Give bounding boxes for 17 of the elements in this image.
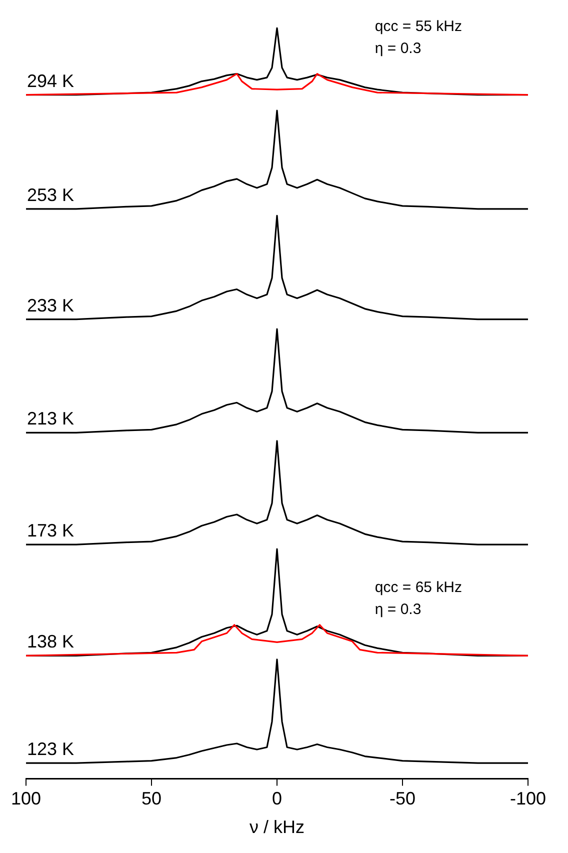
x-tick-label: 0	[272, 788, 282, 809]
x-tick-label: -50	[389, 788, 416, 809]
series-label: 233 K	[27, 295, 74, 316]
annotation: qcc = 65 kHz	[374, 578, 462, 596]
x-tick-label: 100	[10, 788, 42, 809]
series-label: 253 K	[27, 184, 74, 205]
series-label: 173 K	[27, 520, 74, 541]
x-tick-label: -100	[510, 788, 546, 809]
series-label: 138 K	[27, 632, 74, 652]
series-label: 123 K	[27, 739, 74, 759]
annotation: η = 0.3	[374, 40, 422, 57]
series-label: 213 K	[27, 408, 74, 429]
x-tick-label: 50	[141, 788, 162, 809]
annotation: η = 0.3	[374, 600, 422, 618]
x-axis-title: ν / kHz	[250, 817, 305, 838]
series-label: 294 K	[27, 70, 74, 91]
annotation: qcc = 55 kHz	[374, 18, 462, 35]
